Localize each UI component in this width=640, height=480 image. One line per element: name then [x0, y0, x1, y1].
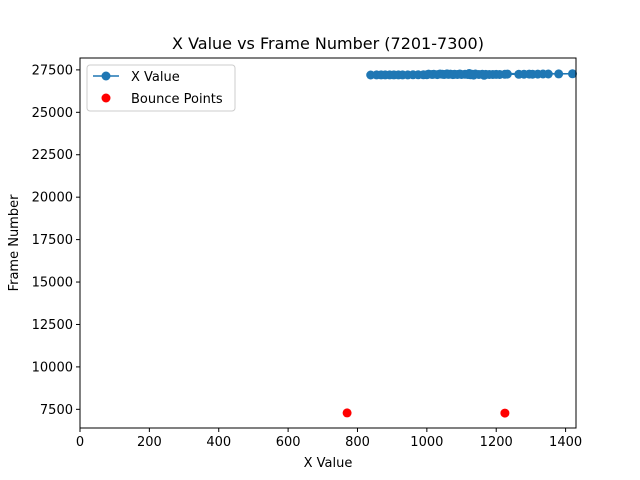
- y-tick-label-10000: 10000: [32, 360, 73, 375]
- y-axis-ticks: 7500 10000 12500 15000 17500 20000 22500 25000 2…: [32, 63, 80, 418]
- legend-x-value-label: X Value: [131, 70, 180, 85]
- y-tick-label-22500: 22500: [32, 148, 73, 163]
- x-tick-label-800: 800: [345, 435, 370, 450]
- bounce-point-1: [500, 408, 510, 418]
- x-value-point-52: [554, 69, 564, 79]
- y-tick-label-15000: 15000: [32, 276, 73, 291]
- y-axis-label: Frame Number: [7, 194, 22, 292]
- x-axis-ticks: 0 200 400 600 800 1000 1200 1400: [76, 428, 582, 450]
- x-axis-label: X Value: [304, 456, 353, 471]
- x-tick-label-0: 0: [76, 435, 84, 450]
- y-tick-label-17500: 17500: [32, 233, 73, 248]
- y-tick-label-7500: 7500: [40, 403, 73, 418]
- bounce-points-series: [342, 408, 510, 418]
- y-tick-label-25000: 25000: [32, 106, 73, 121]
- x-value-point-44: [502, 69, 512, 79]
- legend-x-value-marker: [101, 71, 111, 81]
- x-value-series: [366, 69, 577, 80]
- legend-bounce-label: Bounce Points: [131, 92, 223, 107]
- y-tick-label-20000: 20000: [32, 191, 73, 206]
- plot-frame: [79, 57, 577, 429]
- x-tick-label-200: 200: [137, 435, 162, 450]
- x-value-point-53: [568, 69, 577, 79]
- legend-box: [86, 64, 236, 112]
- y-tick-label-27500: 27500: [32, 63, 73, 78]
- x-tick-label-400: 400: [206, 435, 231, 450]
- legend: X Value Bounce Points: [86, 64, 236, 112]
- y-tick-label-12500: 12500: [32, 318, 73, 333]
- x-value-point-51: [543, 69, 553, 79]
- x-tick-label-1000: 1000: [410, 435, 443, 450]
- chart-title: X Value vs Frame Number (7201-7300): [172, 34, 484, 53]
- legend-bounce-marker: [101, 93, 111, 103]
- bounce-point-0: [342, 408, 352, 418]
- x-tick-label-1200: 1200: [480, 435, 513, 450]
- x-tick-label-1400: 1400: [549, 435, 582, 450]
- x-tick-label-600: 600: [276, 435, 301, 450]
